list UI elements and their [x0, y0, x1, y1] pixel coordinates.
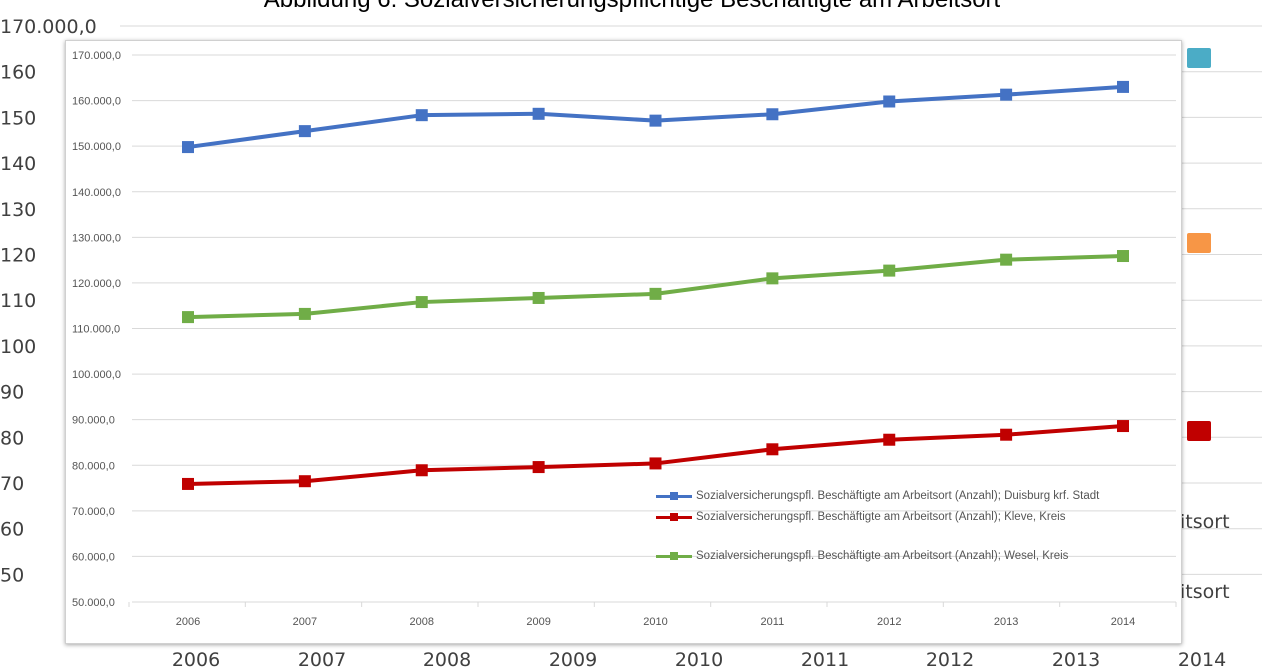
background-y-tick-label: 50: [0, 564, 24, 586]
data-point: [883, 433, 896, 446]
data-point: [532, 291, 545, 304]
background-legend-fragment: itsort: [1180, 581, 1230, 603]
x-tick-label: 2008: [410, 616, 434, 628]
background-y-tick-label: 90: [0, 382, 24, 404]
x-tick-label: 2013: [994, 616, 1018, 628]
data-point: [182, 477, 194, 490]
legend-swatch: [656, 513, 692, 521]
background-legend-marker: [1187, 233, 1211, 253]
background-x-tick-label: 2014: [1178, 649, 1226, 671]
legend-entry: Sozialversicherungspfl. Beschäftigte am …: [656, 549, 1166, 564]
x-tick-label: 2012: [877, 616, 901, 628]
y-tick-label: 110.000,0: [72, 324, 120, 336]
data-point: [649, 457, 662, 470]
data-point: [766, 272, 779, 285]
data-point: [298, 475, 311, 488]
background-y-tick-label: 70: [0, 473, 24, 495]
data-point: [766, 443, 779, 456]
data-point: [883, 95, 896, 108]
data-point: [415, 109, 428, 122]
data-point: [415, 464, 428, 477]
x-tick-label: 2011: [761, 616, 785, 628]
legend-swatch: [656, 552, 692, 560]
y-tick-label: 170.000,0: [72, 50, 121, 62]
data-point: [182, 311, 194, 324]
x-tick-label: 2014: [1111, 616, 1135, 628]
background-x-tick-label: 2008: [423, 649, 471, 671]
background-y-tick-label: 130: [0, 199, 36, 221]
background-y-tick-label: 110: [0, 290, 36, 312]
background-x-tick-label: 2007: [298, 649, 346, 671]
chart-legend: Sozialversicherungspfl. Beschäftigte am …: [656, 489, 1166, 570]
legend-entry: Sozialversicherungspfl. Beschäftigte am …: [656, 510, 1166, 525]
data-point: [298, 125, 311, 138]
background-y-tick-label: 170.000,0: [0, 16, 97, 38]
data-point: [1117, 420, 1129, 433]
background-x-tick-label: 2012: [926, 649, 974, 671]
background-y-tick-label: 80: [0, 427, 24, 449]
series-line: [187, 254, 1124, 320]
background-y-tick-label: 100: [0, 336, 36, 358]
background-x-tick-label: 2006: [172, 649, 220, 671]
background-chart-title: Abbildung 6: Sozialversicherungspflichti…: [0, 0, 1264, 14]
data-point: [415, 296, 428, 309]
data-point: [883, 264, 896, 277]
series-3: [182, 250, 1129, 324]
line-chart: 50.000,0 60.000,0 70.000,0 80.000,0 90.000,0…: [72, 50, 1177, 628]
data-point: [649, 114, 662, 127]
background-y-tick-label: 120: [0, 245, 36, 267]
y-tick-label: 60.000,0: [72, 551, 115, 563]
x-tick-label: 2010: [643, 616, 667, 628]
background-x-tick-label: 2009: [549, 649, 597, 671]
background-legend-marker: [1187, 421, 1211, 441]
background-legend-fragment: itsort: [1180, 511, 1230, 533]
legend-label: Sozialversicherungspfl. Beschäftigte am …: [696, 511, 1066, 523]
background-y-tick-label: 150: [0, 107, 36, 129]
background-legend-marker: [1187, 48, 1211, 68]
y-tick-label: 150.000,0: [72, 141, 121, 153]
data-point: [1117, 250, 1129, 263]
background-y-tick-label: 140: [0, 153, 36, 175]
data-point: [532, 461, 545, 474]
y-tick-label: 70.000,0: [72, 506, 115, 518]
data-point: [1000, 88, 1013, 101]
data-point: [182, 141, 194, 154]
y-tick-label: 80.000,0: [72, 460, 115, 472]
y-tick-label: 120.000,0: [72, 278, 121, 290]
data-point: [1000, 428, 1013, 441]
x-tick-label: 2007: [293, 616, 317, 628]
background-x-tick-label: 2010: [675, 649, 723, 671]
background-x-tick-label: 2013: [1052, 649, 1100, 671]
data-point: [1117, 80, 1129, 93]
y-tick-label: 140.000,0: [72, 187, 121, 199]
y-tick-label: 50.000,0: [72, 597, 115, 609]
legend-label: Sozialversicherungspfl. Beschäftigte am …: [696, 490, 1100, 502]
series-2: [182, 420, 1129, 490]
series-line: [187, 424, 1124, 486]
data-point: [649, 287, 662, 300]
background-x-tick-label: 2011: [801, 649, 849, 671]
data-point: [1000, 253, 1013, 266]
y-tick-label: 90.000,0: [72, 415, 115, 427]
legend-swatch: [656, 492, 692, 500]
legend-entry: Sozialversicherungspfl. Beschäftigte am …: [656, 489, 1166, 504]
x-tick-label: 2006: [176, 616, 200, 628]
legend-label: Sozialversicherungspfl. Beschäftigte am …: [696, 550, 1069, 562]
y-tick-label: 100.000,0: [72, 369, 121, 381]
series-1: [182, 80, 1129, 154]
chart-panel: 50.000,0 60.000,0 70.000,0 80.000,0 90.000,0…: [65, 40, 1182, 644]
y-tick-label: 160.000,0: [72, 96, 121, 108]
y-tick-label: 130.000,0: [72, 232, 121, 244]
data-point: [298, 307, 311, 320]
background-y-tick-label: 160: [0, 62, 36, 84]
background-y-tick-label: 60: [0, 519, 24, 541]
data-point: [532, 107, 545, 120]
data-point: [766, 108, 779, 121]
x-tick-label: 2009: [526, 616, 550, 628]
